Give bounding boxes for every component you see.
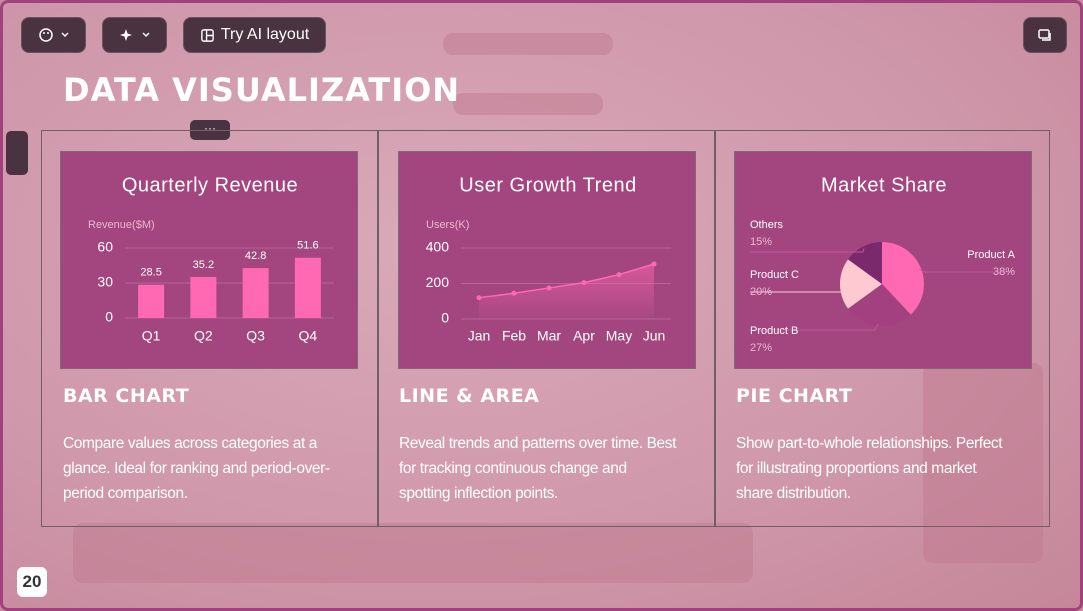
chart-box: User Growth Trend Users(K) 0 200 400 Jan Feb Ma… xyxy=(398,151,696,369)
pie-slice xyxy=(848,284,911,326)
y-tick-label: 60 xyxy=(97,239,113,255)
leader-line xyxy=(750,323,879,331)
card-description: Compare values across categories at a gl… xyxy=(63,435,330,502)
value-label: 15% xyxy=(750,236,772,248)
data-label: 28.5 xyxy=(140,267,161,279)
data-label: 51.6 xyxy=(297,240,318,252)
x-tick-label: Q2 xyxy=(194,328,213,344)
card: Market Share Product A 38% Product B 27% Prod… xyxy=(715,131,1051,526)
x-tick-label: Jun xyxy=(643,328,666,344)
divider xyxy=(377,131,379,526)
chart: Quarterly Revenue Revenue($M) 0 30 60 28.5 Q1 3… xyxy=(88,174,334,344)
ai-layout-button[interactable]: Try AI layout xyxy=(183,17,326,53)
card-description: Reveal trends and patterns over time. Be… xyxy=(399,435,676,502)
chart-box: Market Share Product A 38% Product B 27% Prod… xyxy=(734,151,1032,369)
legend-label: Product A xyxy=(967,249,1015,261)
card-heading: PIE CHART xyxy=(736,385,853,407)
y-tick-label: 400 xyxy=(426,239,450,255)
value-label: 20% xyxy=(750,286,772,298)
x-tick-label: Mar xyxy=(537,328,561,344)
side-handle[interactable] xyxy=(6,131,28,175)
decoration xyxy=(923,363,1043,563)
card: User Growth Trend Users(K) 0 200 400 Jan Feb Ma… xyxy=(378,131,714,526)
y-axis-label: Users(K) xyxy=(426,219,469,231)
area xyxy=(479,263,654,319)
y-tick-label: 0 xyxy=(105,309,113,325)
card-heading: LINE & AREA xyxy=(399,385,540,407)
y-tick-label: 200 xyxy=(426,274,450,290)
x-tick-label: May xyxy=(606,328,632,344)
x-tick-label: Apr xyxy=(573,328,595,344)
bar xyxy=(190,276,217,318)
y-axis-label: Revenue($M) xyxy=(88,219,155,231)
chart-title: User Growth Trend xyxy=(459,174,636,196)
chart: User Growth Trend Users(K) 0 200 400 Jan Feb Ma… xyxy=(426,174,671,344)
legend-label: Product C xyxy=(750,269,799,281)
x-tick-label: Q3 xyxy=(246,328,265,344)
slide-title: DATA VISUALIZATION xyxy=(63,71,461,109)
data-label: 35.2 xyxy=(193,259,214,271)
decoration xyxy=(453,93,603,115)
bar xyxy=(242,268,269,318)
pie-slice xyxy=(840,259,882,309)
leader-line xyxy=(750,283,843,293)
chart: Market Share Product A 38% Product B 27% Prod… xyxy=(750,174,1016,354)
x-tick-label: Jan xyxy=(468,328,491,344)
card-grid: Quarterly Revenue Revenue($M) 0 30 60 28.5 Q1 3… xyxy=(41,130,1050,527)
value-label: 38% xyxy=(993,266,1015,278)
pie-slice xyxy=(882,242,924,315)
point xyxy=(546,285,552,291)
chart-title: Market Share xyxy=(821,174,947,196)
card-heading: BAR CHART xyxy=(63,385,190,407)
comments-button[interactable] xyxy=(1023,17,1067,53)
value-label: 27% xyxy=(750,342,772,354)
x-tick-label: Feb xyxy=(502,328,526,344)
point xyxy=(511,290,517,296)
bar xyxy=(294,257,321,318)
decoration xyxy=(443,33,613,55)
line xyxy=(478,263,655,299)
point xyxy=(651,261,657,267)
legend-label: Others xyxy=(750,219,784,231)
x-tick-label: Q1 xyxy=(142,328,161,344)
decoration xyxy=(73,523,753,583)
card-description: Show part-to-whole relationships. Perfec… xyxy=(736,435,1003,502)
y-tick-label: 0 xyxy=(441,310,449,326)
legend-label: Product B xyxy=(750,325,798,337)
theme-button[interactable] xyxy=(21,17,86,53)
card: Quarterly Revenue Revenue($M) 0 30 60 28.5 Q1 3… xyxy=(42,131,377,526)
divider xyxy=(714,131,716,526)
x-tick-label: Q4 xyxy=(299,328,318,344)
leader-line xyxy=(918,268,1015,273)
page-number: 20 xyxy=(17,567,47,597)
point xyxy=(476,295,482,301)
leader-line xyxy=(750,248,865,253)
point xyxy=(616,272,622,278)
bar xyxy=(138,284,165,318)
magic-button[interactable] xyxy=(102,17,167,53)
ai-layout-label: Try AI layout xyxy=(220,26,310,43)
chart-title: Quarterly Revenue xyxy=(122,174,298,196)
y-tick-label: 30 xyxy=(97,274,113,290)
point xyxy=(581,280,587,286)
chart-box: Quarterly Revenue Revenue($M) 0 30 60 28.5 Q1 3… xyxy=(60,151,358,369)
data-label: 42.8 xyxy=(245,250,266,262)
